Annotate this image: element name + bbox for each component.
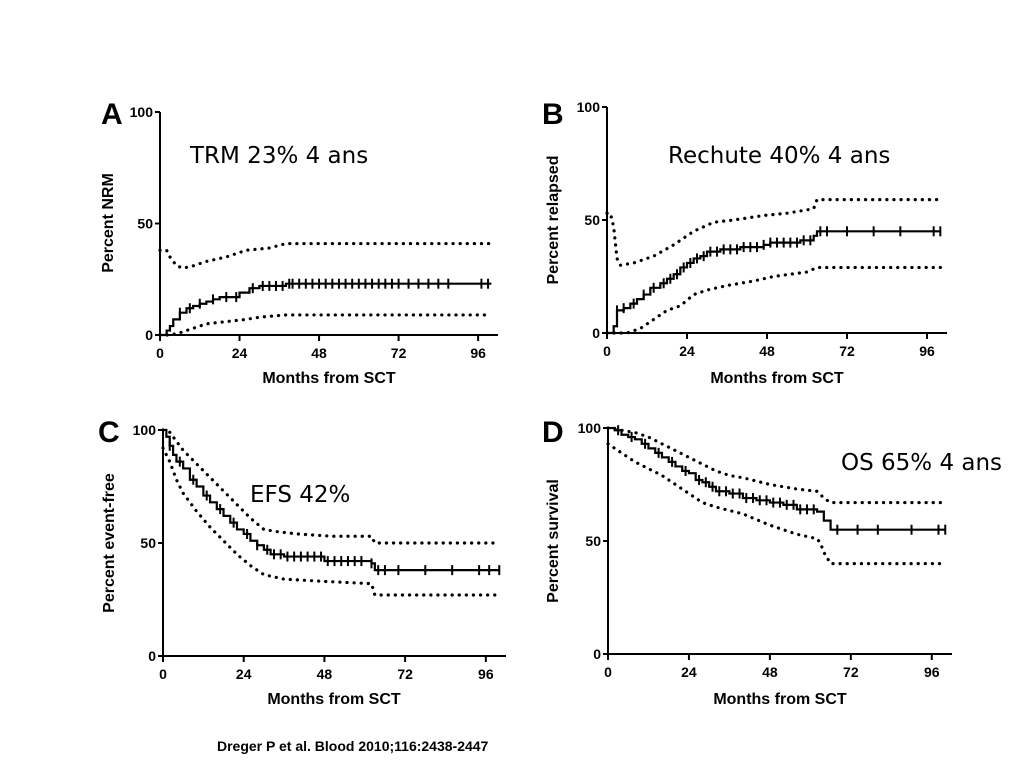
y-tick-label: 50	[585, 533, 601, 549]
x-axis-title: Months from SCT	[267, 691, 401, 708]
x-tick-label: 24	[232, 345, 248, 361]
x-tick-label: 24	[236, 666, 252, 682]
y-tick-label: 50	[584, 212, 600, 228]
panel-a: 0 50 100 0 24 48 72 96 Months from SCT Percent NR…	[100, 98, 498, 387]
panel-annotation: TRM 23% 4 ans	[189, 143, 368, 169]
x-tick-label: 24	[679, 343, 695, 359]
y-tick-label: 0	[148, 648, 156, 664]
panel-letter: A	[101, 98, 123, 131]
x-tick-label: 96	[919, 343, 935, 359]
confidence-band	[158, 313, 493, 337]
panel-annotation: Rechute 40% 4 ans	[668, 143, 890, 169]
x-tick-label: 96	[470, 345, 486, 361]
panel-b: 0 50 100 0 24 48 72 96 Months from SCT Percent re…	[542, 98, 947, 387]
y-tick-label: 100	[577, 99, 601, 115]
x-tick-label: 48	[762, 664, 778, 680]
y-axis-title: Percent event-free	[101, 473, 118, 613]
y-axis-title: Percent NRM	[100, 173, 117, 273]
panel-annotation: OS 65% 4 ans	[841, 450, 1002, 476]
x-tick-label: 72	[391, 345, 407, 361]
estimate-curve	[160, 282, 492, 337]
panel-d: 0 50 100 0 24 48 72 96 Months from SCT Percent su…	[542, 416, 1002, 708]
panel-annotation: EFS 42%	[250, 482, 350, 508]
y-tick-label: 50	[140, 535, 156, 551]
x-tick-label: 0	[603, 343, 611, 359]
y-tick-label: 0	[593, 646, 601, 662]
x-tick-label: 0	[604, 664, 612, 680]
confidence-band	[606, 426, 947, 505]
y-axis-title: Percent survival	[545, 479, 562, 603]
x-tick-label: 48	[759, 343, 775, 359]
x-tick-label: 96	[478, 666, 494, 682]
x-tick-label: 48	[311, 345, 327, 361]
x-tick-label: 72	[839, 343, 855, 359]
y-axis-title: Percent relapsed	[545, 156, 562, 285]
x-axis-title: Months from SCT	[262, 370, 396, 387]
x-axis-title: Months from SCT	[710, 370, 844, 387]
y-tick-label: 50	[137, 216, 153, 232]
confidence-band	[605, 198, 942, 267]
y-tick-label: 100	[578, 420, 602, 436]
panel-letter: B	[542, 98, 564, 131]
estimate-curve	[163, 428, 500, 572]
estimate-curve	[608, 426, 946, 531]
confidence-band	[158, 241, 493, 270]
y-tick-label: 0	[592, 325, 600, 341]
y-tick-label: 100	[133, 422, 157, 438]
confidence-band	[606, 442, 947, 566]
confidence-band	[161, 446, 501, 597]
x-axis-title: Months from SCT	[713, 691, 847, 708]
x-tick-label: 96	[924, 664, 940, 680]
panel-c: 0 50 100 0 24 48 72 96 Months from SCT Percent ev…	[98, 416, 506, 708]
panel-letter: C	[98, 416, 120, 449]
x-tick-label: 0	[156, 345, 164, 361]
x-tick-label: 48	[317, 666, 333, 682]
estimate-curve	[607, 230, 941, 335]
y-tick-label: 100	[130, 104, 154, 120]
confidence-band	[605, 265, 942, 335]
x-tick-label: 72	[843, 664, 859, 680]
panel-letter: D	[542, 416, 564, 449]
citation: Dreger P et al. Blood 2010;116:2438-2447	[217, 738, 489, 754]
x-tick-label: 0	[159, 666, 167, 682]
x-tick-label: 24	[681, 664, 697, 680]
x-tick-label: 72	[397, 666, 413, 682]
y-tick-label: 0	[145, 327, 153, 343]
